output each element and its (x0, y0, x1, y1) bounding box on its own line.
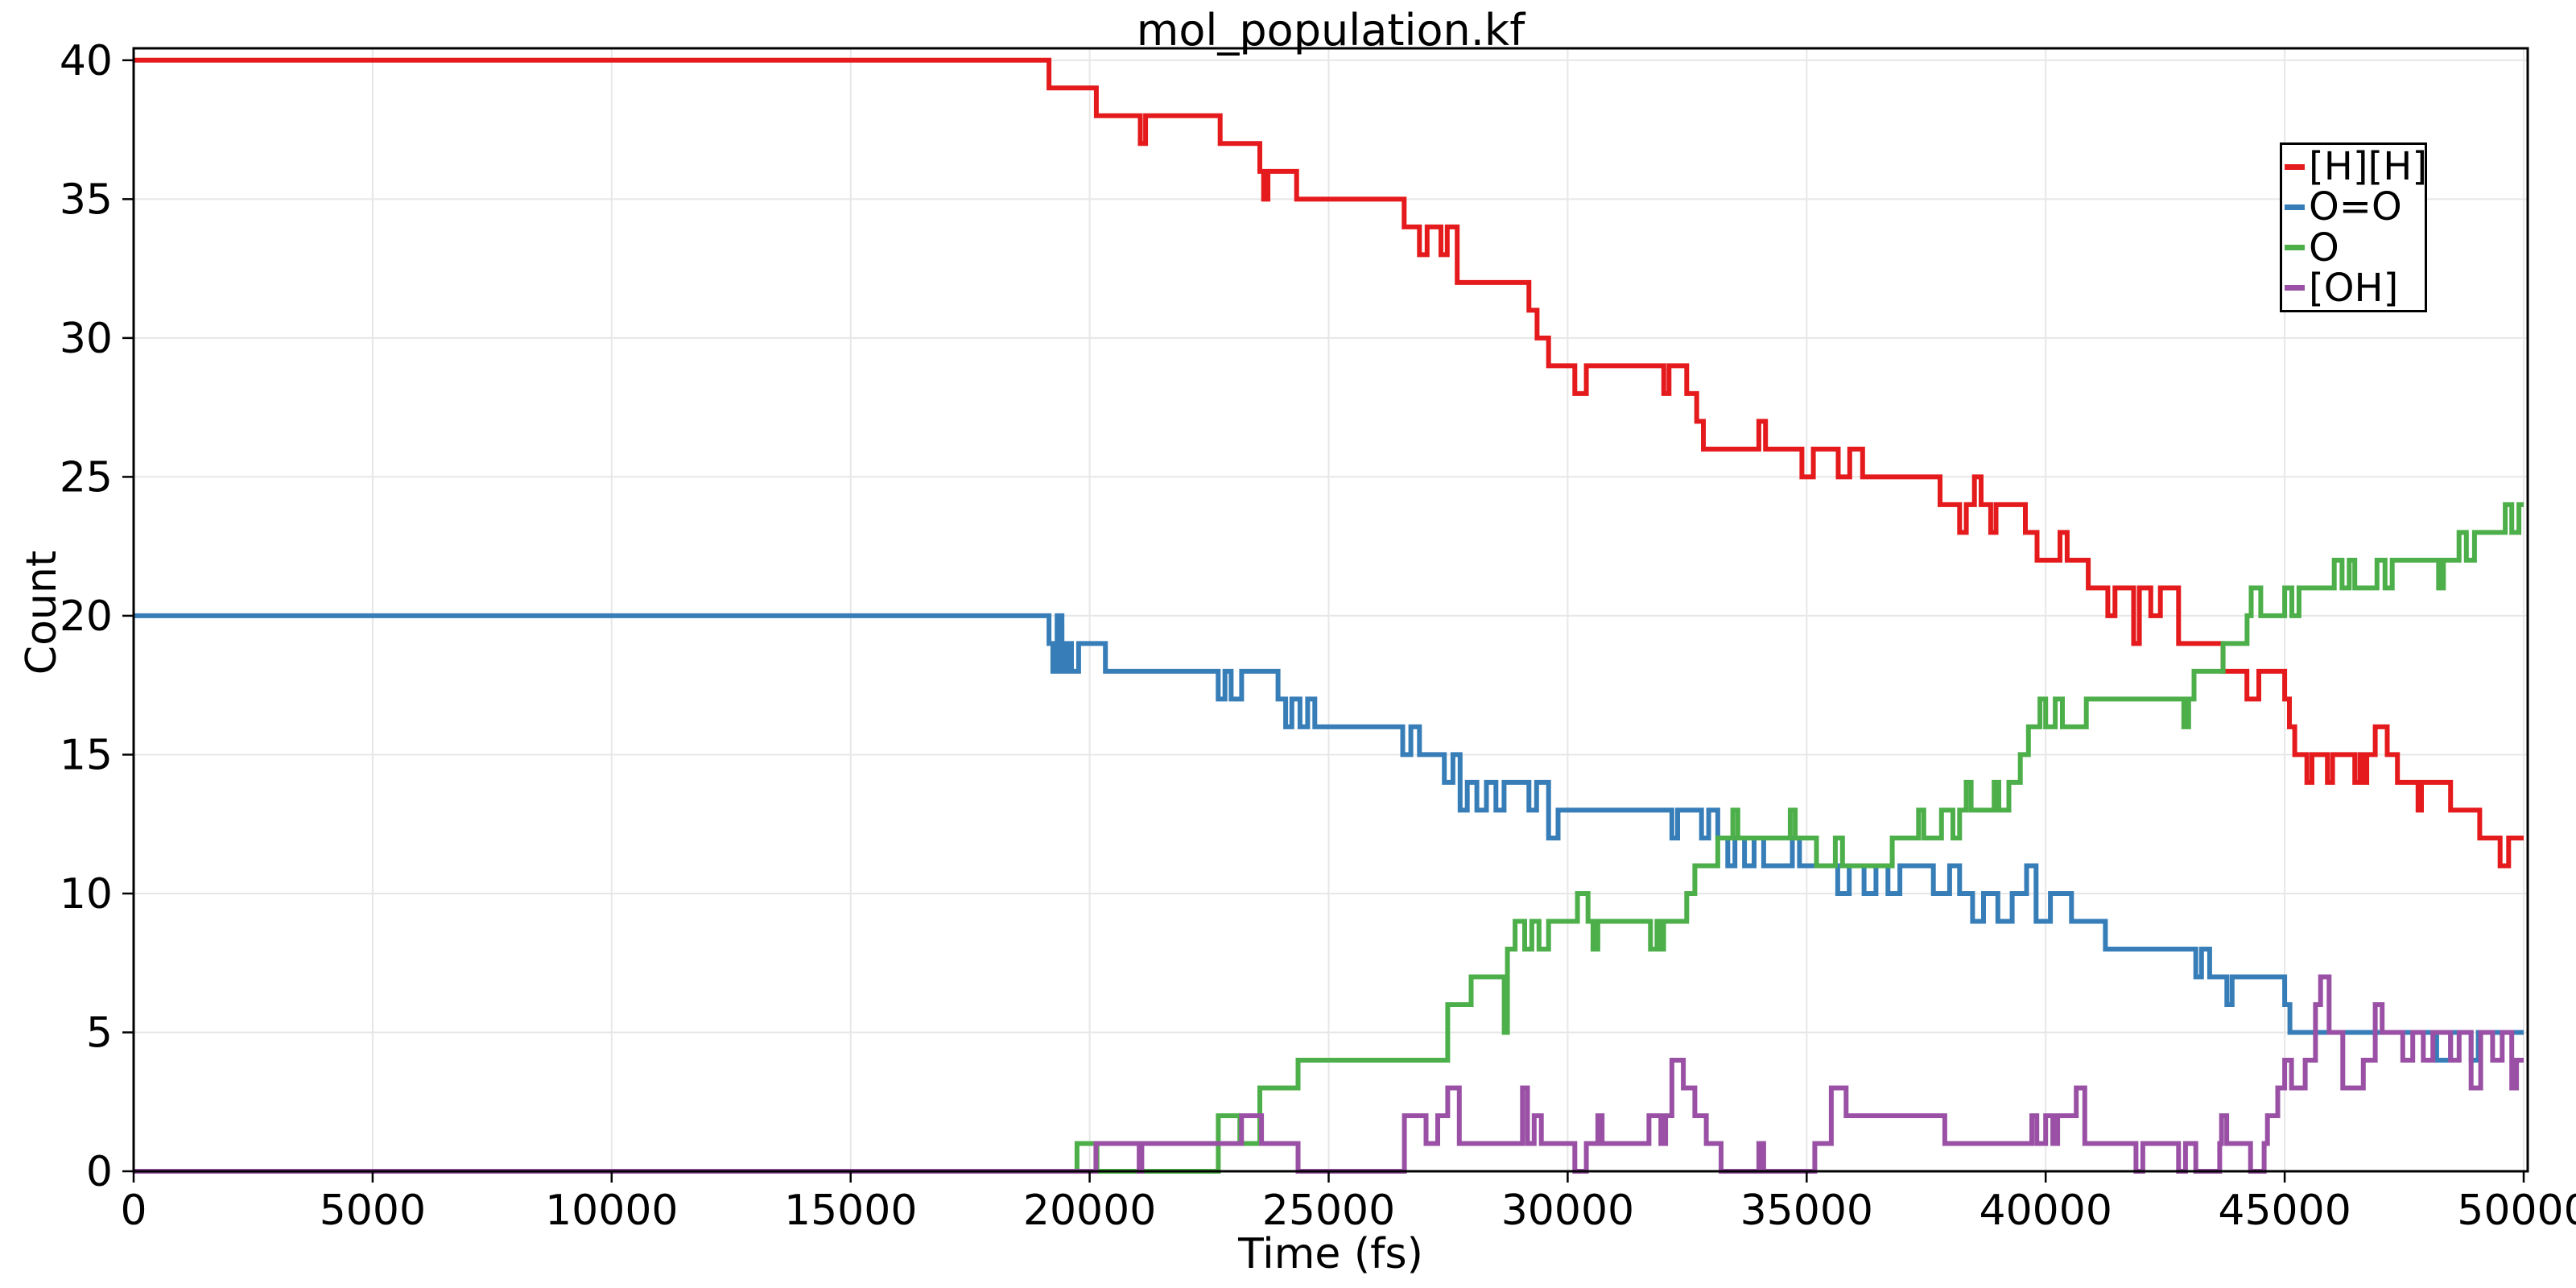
x-tick-label: 5000 (320, 1187, 426, 1235)
series-line-2 (134, 502, 2524, 1174)
legend-swatch-icon (2285, 285, 2305, 291)
y-tick-label: 40 (60, 37, 113, 85)
legend-swatch-icon (2285, 245, 2305, 251)
chart-title: mol_population.kf (1136, 5, 1525, 56)
x-tick-label: 30000 (1501, 1187, 1634, 1235)
x-tick-label: 15000 (784, 1187, 917, 1235)
legend-item: [H][H] (2282, 144, 2428, 190)
legend-item: [OH] (2282, 268, 2425, 308)
x-tick-label: 10000 (545, 1187, 678, 1235)
y-axis-label: Count (18, 550, 66, 675)
legend-swatch-icon (2285, 204, 2305, 210)
y-tick-label: 25 (60, 453, 113, 502)
series-line-1 (134, 613, 2524, 1063)
y-tick-label: 0 (86, 1148, 113, 1196)
series-line-0 (134, 57, 2524, 869)
series-line-3 (134, 974, 2524, 1174)
legend-label: O=O (2309, 184, 2402, 230)
legend-swatch-icon (2285, 163, 2305, 170)
x-tick-label: 20000 (1023, 1187, 1156, 1235)
y-tick-label: 15 (60, 731, 113, 779)
legend-label: [OH] (2309, 265, 2399, 311)
y-tick-label: 10 (60, 870, 113, 919)
x-axis-label: Time (fs) (1238, 1230, 1423, 1278)
x-tick-label: 35000 (1740, 1187, 1873, 1235)
legend-item: O (2282, 228, 2425, 268)
y-tick-label: 30 (60, 315, 113, 363)
y-tick-label: 5 (86, 1009, 113, 1057)
legend-label: [H][H] (2309, 144, 2428, 190)
x-tick-label: 0 (120, 1187, 147, 1235)
x-tick-label: 45000 (2218, 1187, 2351, 1235)
y-tick-label: 20 (60, 592, 113, 641)
y-tick-label: 35 (60, 175, 113, 224)
x-tick-label: 40000 (1979, 1187, 2112, 1235)
legend-label: O (2309, 225, 2339, 270)
legend-item: O=O (2282, 187, 2425, 227)
x-tick-label: 25000 (1262, 1187, 1395, 1235)
legend: [H][H] O=O O [OH] (2280, 142, 2427, 312)
plot-frame (132, 47, 2529, 1173)
